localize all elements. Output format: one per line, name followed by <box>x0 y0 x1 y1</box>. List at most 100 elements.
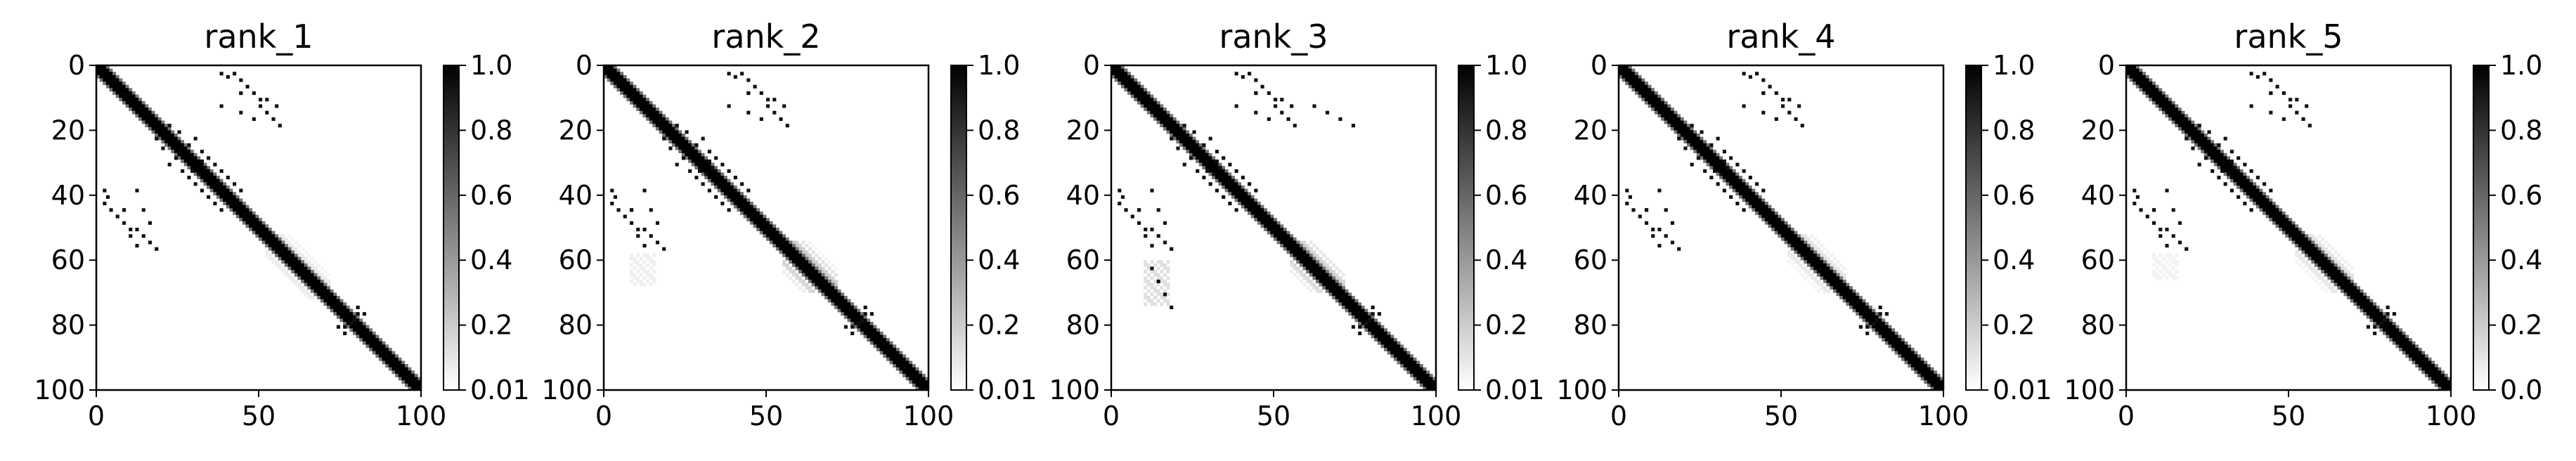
heatmap-contact <box>2185 136 2189 141</box>
heatmap-cell <box>876 331 880 335</box>
heatmap-cell <box>197 162 201 167</box>
heatmap-cell <box>659 120 663 124</box>
heatmap-cell <box>779 230 783 235</box>
heatmap-cell <box>259 228 262 231</box>
heatmap-cell <box>2151 257 2156 261</box>
heatmap-cell <box>795 240 799 245</box>
heatmap-cell <box>1816 266 1820 271</box>
heatmap-cell <box>398 361 402 365</box>
heatmap-cell <box>1910 367 1915 371</box>
heatmap-cell <box>1842 299 1846 303</box>
heatmap-cell <box>2366 309 2370 313</box>
heatmap-cell <box>372 331 376 335</box>
heatmap-cell <box>834 283 838 287</box>
heatmap-cell <box>1222 178 1225 183</box>
x-tick-label: 50 <box>749 401 783 431</box>
heatmap-cell <box>815 276 819 280</box>
heatmap-cell <box>1342 289 1345 293</box>
heatmap-cell <box>171 134 175 137</box>
heatmap-cell <box>223 185 227 189</box>
heatmap-cell <box>1406 364 1411 368</box>
heatmap-cell <box>2382 315 2386 319</box>
heatmap-cell <box>1416 380 1420 384</box>
heatmap-cell <box>1806 270 1811 273</box>
heatmap-cell <box>1316 266 1319 271</box>
heatmap-cell <box>1914 357 1918 361</box>
heatmap-cell <box>229 188 233 193</box>
heatmap-cell <box>1709 150 1714 154</box>
heatmap-cell <box>1179 143 1183 147</box>
heatmap-cell <box>2412 361 2416 365</box>
heatmap-cell <box>2175 104 2179 108</box>
heatmap-cell <box>675 146 679 150</box>
heatmap-cell <box>2185 126 2189 131</box>
heatmap-cell <box>2376 315 2380 319</box>
colorbar-tick-label: 0.0 <box>2500 375 2542 405</box>
heatmap-cell <box>1250 204 1255 209</box>
heatmap-cell <box>1625 74 1629 79</box>
heatmap-cell <box>1774 218 1778 222</box>
heatmap-cell <box>2360 296 2364 299</box>
heatmap-cell <box>1908 344 1912 349</box>
heatmap-cell <box>2249 182 2253 186</box>
heatmap-cell <box>1276 230 1281 235</box>
heatmap-cell <box>268 253 272 257</box>
heatmap-cell <box>2269 198 2273 202</box>
heatmap-cell <box>1146 98 1151 102</box>
heatmap-cell <box>1328 292 1333 297</box>
heatmap-cell <box>2149 98 2153 102</box>
heatmap-cell <box>1774 228 1778 231</box>
heatmap-cell <box>2392 325 2396 329</box>
heatmap-cell <box>2246 178 2250 183</box>
heatmap-cell <box>1904 344 1908 349</box>
heatmap-cell <box>1166 270 1170 273</box>
heatmap-cell <box>2425 354 2428 358</box>
heatmap-cell <box>2139 78 2143 82</box>
heatmap-cell <box>749 208 753 212</box>
heatmap-cell <box>141 120 145 124</box>
heatmap-cell <box>685 146 689 150</box>
heatmap-cell <box>694 152 699 157</box>
heatmap-cell <box>1274 234 1277 238</box>
heatmap-cell <box>2386 315 2390 319</box>
heatmap-cell <box>1778 228 1782 231</box>
heatmap-cell <box>2386 325 2390 329</box>
heatmap-cell <box>1248 208 1251 212</box>
heatmap-cell <box>756 211 760 215</box>
heatmap-cell <box>925 377 929 381</box>
heatmap-contact <box>1358 325 1362 329</box>
heatmap-cell <box>2369 309 2374 313</box>
heatmap-cell <box>141 104 145 108</box>
heatmap-cell <box>287 247 292 251</box>
heatmap-cell <box>294 263 298 267</box>
heatmap-cell <box>2324 273 2328 277</box>
heatmap-cell <box>1267 230 1271 235</box>
heatmap-cell <box>1374 331 1378 335</box>
heatmap-cell <box>1319 270 1323 273</box>
heatmap-cell <box>717 188 721 193</box>
heatmap-cell <box>1790 228 1794 231</box>
heatmap-contact <box>1254 110 1258 115</box>
heatmap-cell <box>720 176 725 179</box>
heatmap-cell <box>1732 188 1736 193</box>
heatmap-cell <box>362 328 366 332</box>
heatmap-cell <box>310 283 314 287</box>
heatmap-cell <box>1120 74 1125 79</box>
heatmap-contact <box>1722 159 1726 164</box>
colorbar-tick-label: 0.2 <box>470 310 512 341</box>
heatmap-cell <box>1384 338 1387 342</box>
heatmap-cell <box>1374 328 1378 332</box>
heatmap-cell <box>1700 152 1704 157</box>
heatmap-cell <box>1862 312 1866 316</box>
heatmap-cell <box>2317 257 2322 261</box>
heatmap-cell <box>2337 260 2341 264</box>
heatmap-cell <box>1839 283 1844 287</box>
heatmap-cell <box>1813 250 1818 254</box>
heatmap-cell <box>1244 195 1248 199</box>
heatmap-cell <box>827 292 831 297</box>
heatmap-cell <box>733 192 737 196</box>
heatmap-panel-5: rank_50 50 1000204060801001.00.80.60.40.20… <box>2064 18 2542 431</box>
heatmap-cell <box>1735 188 1740 193</box>
heatmap-cell <box>889 354 893 358</box>
heatmap-contact <box>2295 110 2299 115</box>
